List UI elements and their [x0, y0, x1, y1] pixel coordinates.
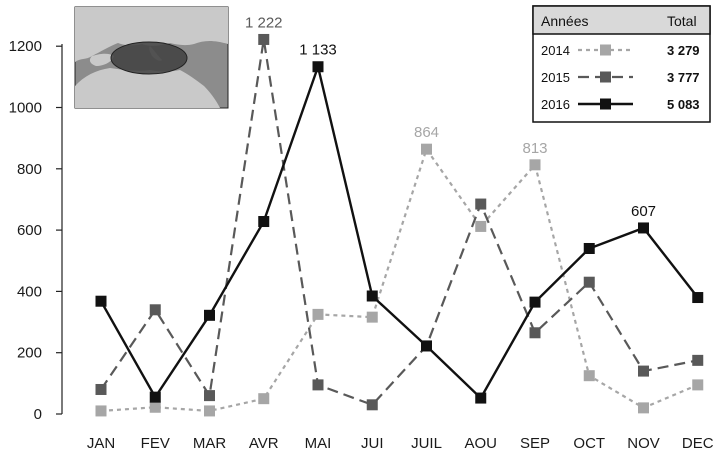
x-tick-label: AOU — [464, 435, 497, 452]
marker-2015-MAI — [312, 379, 324, 391]
marker-2016-JUIL — [421, 340, 432, 352]
marker-2014-DEC — [692, 379, 704, 391]
data-label: 1 133 — [299, 42, 337, 59]
map-inset — [74, 6, 229, 109]
x-tick-label: JUIL — [411, 435, 442, 452]
x-tick-label: JAN — [87, 435, 115, 452]
y-axis-ticks: 0 200 400 600 800 1000 1200 — [9, 38, 62, 423]
marker-2016-MAR — [204, 309, 215, 321]
marker-2016-AVR — [258, 216, 270, 228]
x-axis-ticks: JAN FEV MAR AVR MAI JUI JUIL AOU SEP OCT NOV DEC — [87, 435, 714, 452]
marker-2014-JUI — [366, 311, 378, 323]
marker-2016-MAI — [312, 61, 324, 73]
y-tick-label: 0 — [34, 406, 42, 423]
series-line-2015 — [100, 39, 698, 407]
x-tick-label: FEV — [141, 435, 170, 452]
legend-swatch-marker-2015 — [600, 71, 611, 83]
marker-2016-JUI — [366, 290, 378, 302]
y-tick-label: 400 — [17, 283, 42, 300]
land-iberia — [89, 53, 114, 66]
x-tick-label: OCT — [573, 435, 605, 452]
marker-2014-NOV — [638, 402, 649, 414]
marker-2015-JAN — [95, 383, 107, 395]
marker-2016-DEC — [692, 292, 704, 304]
marker-2015-AVR — [258, 33, 270, 45]
legend-year-2014: 2014 — [541, 43, 570, 58]
series-markers — [95, 33, 704, 417]
data-label: 1 222 — [245, 14, 283, 31]
data-label: 813 — [522, 140, 547, 157]
legend-year-2015: 2015 — [541, 70, 570, 85]
legend-total-2015: 3 777 — [667, 70, 700, 85]
marker-2014-OCT — [583, 370, 595, 382]
data-labels: 1 222 1 133 864 813 607 — [245, 14, 656, 219]
marker-2015-AOU — [475, 198, 487, 210]
y-tick-label: 800 — [17, 161, 42, 178]
series-line-2014 — [100, 146, 699, 413]
marker-2016-AOU — [475, 392, 487, 404]
legend-rows: 2014 3 279 2015 3 777 2016 5 083 — [541, 43, 700, 112]
legend-year-2016: 2016 — [541, 97, 570, 112]
marker-2015-DEC — [692, 354, 704, 366]
x-tick-label: SEP — [520, 435, 550, 452]
data-label: 607 — [631, 203, 656, 220]
land-africa — [75, 68, 220, 108]
marker-2016-NOV — [638, 222, 649, 234]
mediterranean-highlight — [110, 41, 188, 75]
marker-2016-JAN — [95, 295, 107, 307]
y-tick-label: 1200 — [9, 38, 42, 55]
data-label: 864 — [414, 124, 439, 141]
legend-total-2014: 3 279 — [667, 43, 700, 58]
y-tick-label: 1000 — [9, 100, 42, 117]
marker-2015-OCT — [583, 276, 595, 288]
legend-total-2016: 5 083 — [667, 97, 700, 112]
x-tick-label: NOV — [627, 435, 660, 452]
marker-2016-SEP — [529, 296, 541, 308]
marker-2014-AOU — [475, 220, 487, 232]
marker-2014-JUIL — [421, 143, 432, 155]
marker-2015-NOV — [638, 365, 649, 377]
marker-2015-MAR — [204, 390, 215, 402]
legend-header-year: Années — [541, 13, 588, 29]
marker-2014-FEV — [149, 401, 161, 413]
marker-2015-JUI — [366, 399, 378, 411]
x-tick-label: MAI — [305, 435, 332, 452]
marker-2016-OCT — [583, 242, 595, 254]
marker-2014-JAN — [95, 405, 107, 417]
marker-2014-SEP — [529, 159, 541, 171]
marker-2016-FEV — [149, 391, 161, 403]
x-tick-label: MAR — [193, 435, 227, 452]
y-tick-label: 200 — [17, 345, 42, 362]
marker-2015-SEP — [529, 327, 541, 339]
legend-swatch-marker-2016 — [600, 98, 611, 110]
x-tick-label: DEC — [682, 435, 714, 452]
marker-2014-MAI — [312, 308, 324, 320]
land-north — [75, 7, 228, 62]
series-line-2016 — [99, 62, 699, 400]
legend: Années Total 2014 3 279 2015 3 777 2016 5 083 — [532, 5, 711, 123]
legend-swatch-marker-2014 — [600, 44, 611, 56]
marker-2014-MAR — [204, 405, 215, 417]
series-lines — [99, 39, 699, 413]
legend-header-total: Total — [667, 13, 697, 29]
x-tick-label: JUI — [361, 435, 384, 452]
marker-2014-AVR — [258, 393, 270, 405]
x-tick-label: AVR — [249, 435, 279, 452]
marker-2015-FEV — [149, 304, 161, 316]
y-tick-label: 600 — [17, 222, 42, 239]
